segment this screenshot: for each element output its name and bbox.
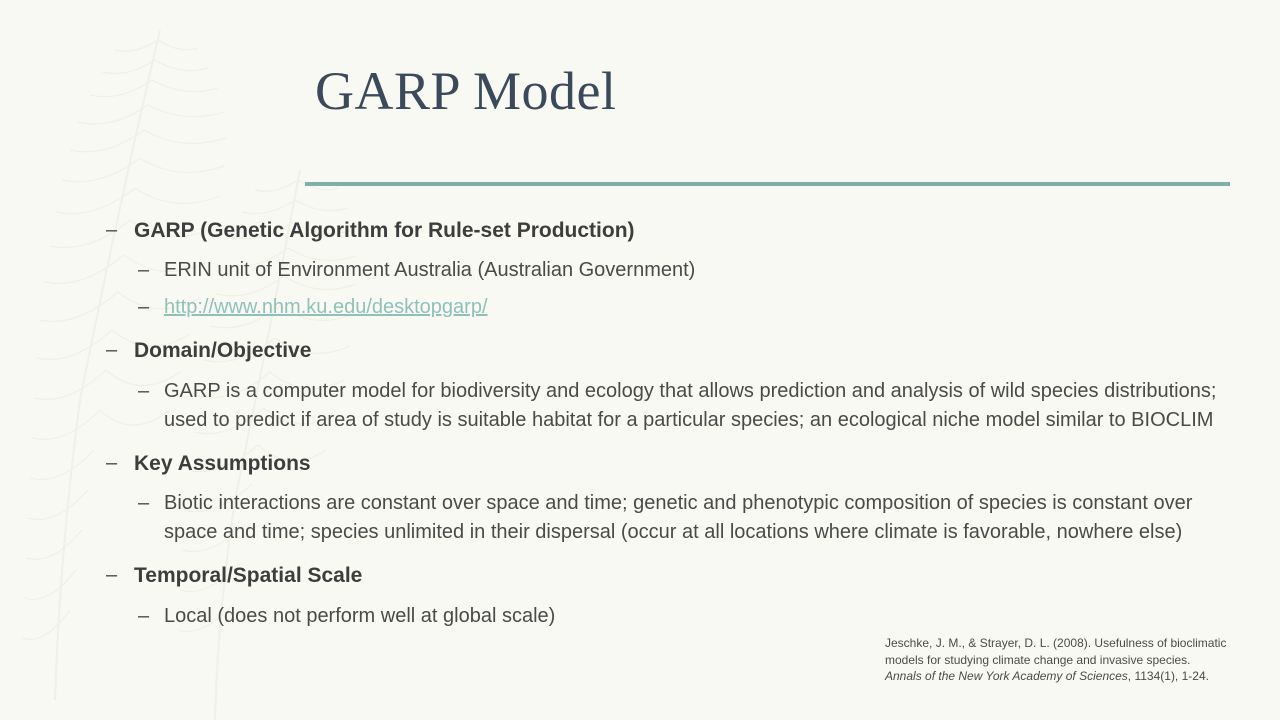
garp-link[interactable]: http://www.nhm.ku.edu/desktopgarp/ bbox=[164, 296, 488, 318]
section-scale: Temporal/Spatial Scale Local (does not p… bbox=[100, 561, 1230, 630]
list-item: GARP is a computer model for biodiversit… bbox=[134, 377, 1230, 435]
section-domain: Domain/Objective GARP is a computer mode… bbox=[100, 336, 1230, 434]
list-item: ERIN unit of Environment Australia (Aust… bbox=[134, 256, 1230, 285]
slide-content: GARP Model GARP (Genetic Algorithm for R… bbox=[0, 0, 1280, 720]
list-item: Biotic interactions are constant over sp… bbox=[134, 489, 1230, 547]
section-heading: Domain/Objective bbox=[134, 339, 311, 362]
section-garp: GARP (Genetic Algorithm for Rule-set Pro… bbox=[100, 216, 1230, 322]
outline-list: GARP (Genetic Algorithm for Rule-set Pro… bbox=[100, 216, 1230, 631]
section-assumptions: Key Assumptions Biotic interactions are … bbox=[100, 449, 1230, 547]
title-divider bbox=[305, 182, 1230, 186]
list-item: Local (does not perform well at global s… bbox=[134, 602, 1230, 631]
section-heading: Temporal/Spatial Scale bbox=[134, 564, 362, 587]
citation-text: Jeschke, J. M., & Strayer, D. L. (2008).… bbox=[885, 635, 1230, 684]
slide-title: GARP Model bbox=[315, 60, 1230, 122]
section-heading: GARP (Genetic Algorithm for Rule-set Pro… bbox=[134, 219, 635, 242]
list-item-link: http://www.nhm.ku.edu/desktopgarp/ bbox=[134, 293, 1230, 322]
section-heading: Key Assumptions bbox=[134, 452, 311, 475]
